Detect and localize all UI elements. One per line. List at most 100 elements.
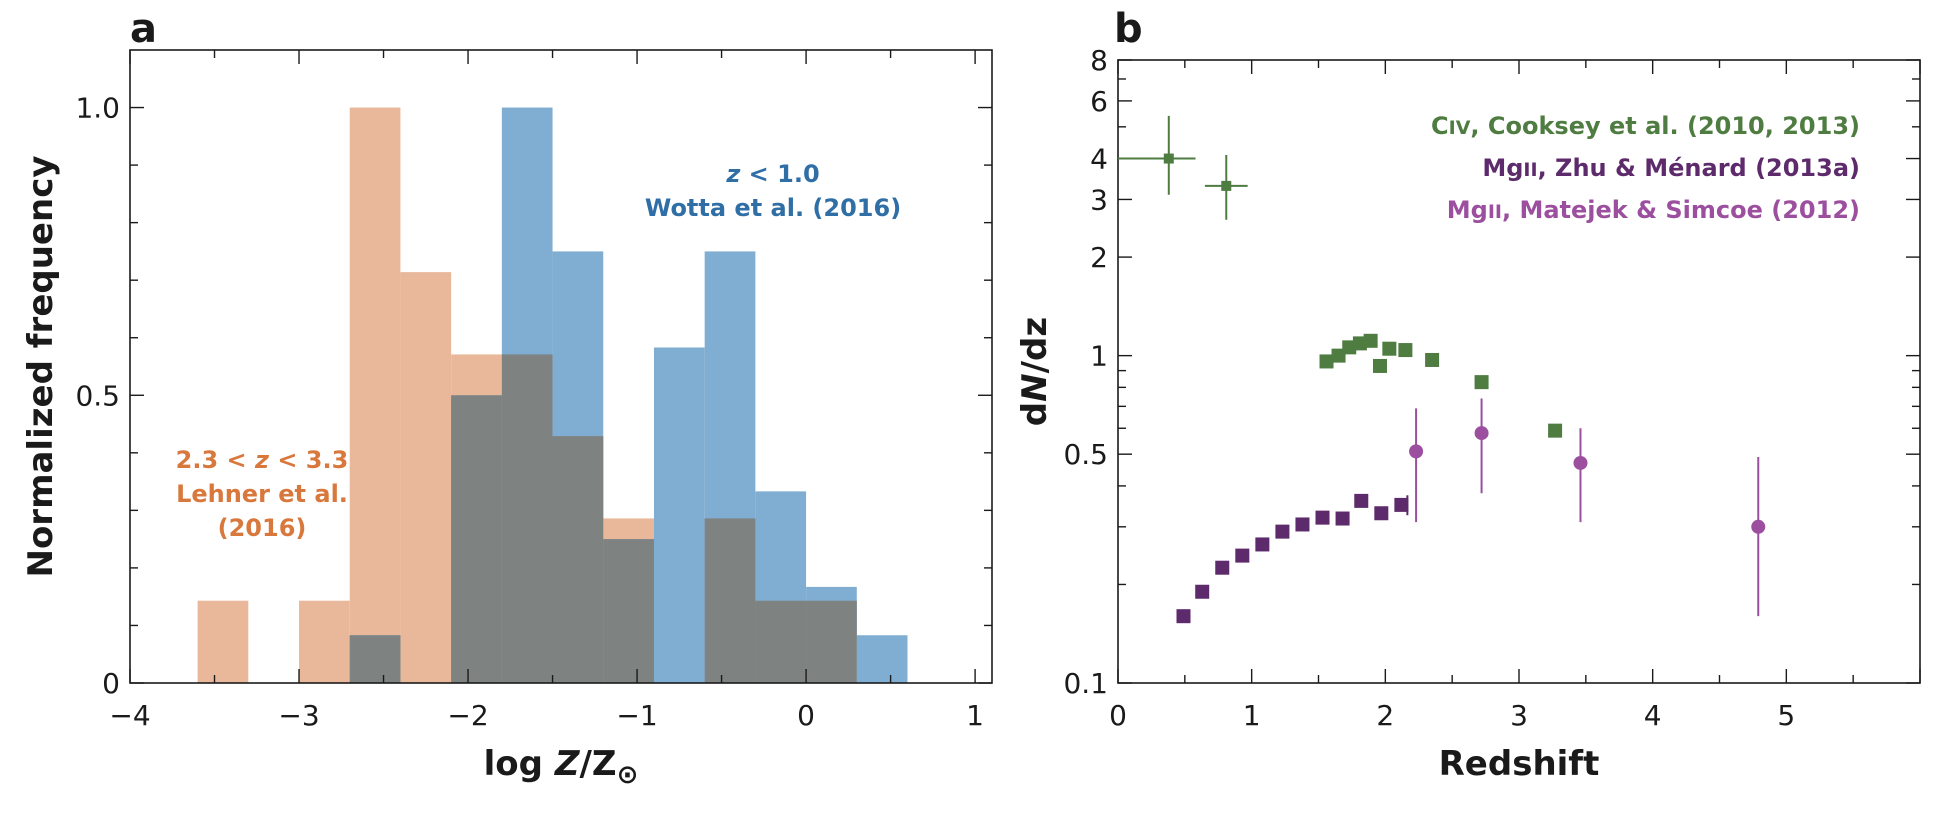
point-0-7 bbox=[1398, 343, 1413, 358]
bar-overlap-1 bbox=[451, 395, 502, 683]
y-tick-label-b: 3 bbox=[1090, 183, 1108, 216]
legend-rest-2: , Matejek & Simcoe (2012) bbox=[1502, 196, 1860, 224]
point-0-10 bbox=[1548, 423, 1563, 438]
legend-prefix-1: Mg bbox=[1482, 154, 1523, 182]
point-1-8 bbox=[1335, 511, 1350, 526]
x-axis-title-a: log Z/Z⊙ bbox=[484, 744, 639, 790]
legend-rest-1: , Zhu & Ménard (2013a) bbox=[1538, 154, 1860, 182]
panel-a: −4 −3 −2 −1 0 1 0 0.5 1.0 log Z/Z⊙ Normalized freq… bbox=[21, 6, 993, 790]
y-title-dz: /dz bbox=[1015, 317, 1055, 374]
annot-lehner-1b: < 3.3 bbox=[269, 446, 348, 474]
x-tick-label-b: 3 bbox=[1510, 699, 1528, 732]
x-tick-label-a: −4 bbox=[109, 699, 150, 732]
bar-wotta-9 bbox=[856, 635, 908, 683]
y-tick-label-a: 0.5 bbox=[75, 379, 120, 412]
y-axis-title-a: Normalized frequency bbox=[21, 155, 61, 577]
point-0-0 bbox=[1319, 354, 1334, 369]
x-tick-label-a: −2 bbox=[447, 699, 488, 732]
point-1-4 bbox=[1255, 537, 1270, 552]
legend-prefix-2: Mg bbox=[1447, 196, 1488, 224]
x-axis-title-b: Redshift bbox=[1439, 744, 1600, 784]
x-tick-label-a: −3 bbox=[278, 699, 319, 732]
y-tick-label-b: 0.1 bbox=[1063, 667, 1108, 700]
series-0 bbox=[1118, 115, 1563, 438]
annotation-wotta: z < 1.0 Wotta et al. (2016) bbox=[645, 160, 901, 222]
point-0-3 bbox=[1352, 336, 1367, 351]
plot-frame-a bbox=[129, 49, 993, 684]
x-title-zsun: /Z bbox=[579, 744, 616, 784]
point-2-2 bbox=[1573, 455, 1588, 470]
x-title-log: log bbox=[484, 744, 555, 784]
series-2 bbox=[1409, 398, 1766, 617]
point-0-1 bbox=[1331, 348, 1346, 363]
point-1-6 bbox=[1295, 517, 1310, 532]
point-1-0 bbox=[1176, 609, 1191, 624]
y-tick-label-b: 8 bbox=[1090, 44, 1108, 77]
y-tick-label-a: 0 bbox=[102, 667, 120, 700]
point-1-5 bbox=[1275, 524, 1290, 539]
bar-wotta-5 bbox=[653, 347, 705, 683]
x-tick-label-b: 4 bbox=[1644, 699, 1662, 732]
errpoint-0-0 bbox=[1163, 153, 1174, 164]
x-tick-label-a: 1 bbox=[966, 699, 984, 732]
bar-overlap-6 bbox=[755, 600, 807, 683]
annot-wotta-2: Wotta et al. (2016) bbox=[645, 194, 901, 222]
point-1-11 bbox=[1394, 497, 1409, 512]
y-title-d: d bbox=[1015, 402, 1055, 426]
legend-entry-0: CIV, Cooksey et al. (2010, 2013) bbox=[1431, 112, 1860, 140]
point-0-8 bbox=[1425, 352, 1440, 367]
annot-lehner-3: (2016) bbox=[218, 514, 307, 542]
bar-overlap-4 bbox=[603, 539, 654, 683]
bar-overlap-0 bbox=[349, 635, 401, 683]
y-tick-label-a: 1.0 bbox=[75, 92, 120, 125]
legend-ion-1: II bbox=[1523, 159, 1537, 181]
legend-prefix-0: C bbox=[1431, 112, 1449, 140]
legend-rest-0: , Cooksey et al. (2010, 2013) bbox=[1470, 112, 1860, 140]
point-1-9 bbox=[1354, 493, 1369, 508]
panel-label-b: b bbox=[1114, 6, 1143, 52]
bar-overlap-2 bbox=[501, 354, 553, 683]
y-axis-title-b: dN/dz bbox=[1015, 317, 1055, 426]
x-tick-label-b: 2 bbox=[1376, 699, 1394, 732]
point-2-1 bbox=[1474, 426, 1489, 441]
y-tick-label-b: 6 bbox=[1090, 85, 1108, 118]
bar-lehner-2 bbox=[349, 107, 401, 683]
x-tick-label-a: −1 bbox=[616, 699, 657, 732]
x-tick-label-b: 1 bbox=[1243, 699, 1261, 732]
annot-lehner-2: Lehner et al. bbox=[176, 480, 348, 508]
point-1-3 bbox=[1235, 548, 1250, 563]
legend-entry-1: MgII, Zhu & Ménard (2013a) bbox=[1482, 154, 1860, 182]
point-0-5 bbox=[1372, 358, 1387, 373]
series-1 bbox=[1176, 493, 1409, 624]
errpoint-0-1 bbox=[1221, 180, 1232, 191]
x-title-z: Z bbox=[554, 744, 581, 784]
legend-ion-2: II bbox=[1488, 201, 1502, 223]
x-tick-label-b: 5 bbox=[1777, 699, 1795, 732]
point-2-0 bbox=[1409, 444, 1424, 459]
point-0-2 bbox=[1342, 340, 1357, 355]
y-tick-label-b: 0.5 bbox=[1063, 438, 1108, 471]
panel-label-a: a bbox=[130, 6, 157, 52]
y-tick-label-b: 2 bbox=[1090, 241, 1108, 274]
panel-b: 0 1 2 3 4 5 0.1 0.5 1 2 3 4 6 8 Redshift dN/dz CIV, Cook… bbox=[1015, 6, 1921, 784]
annot-lehner-z: z bbox=[254, 446, 270, 474]
x-tick-label-b: 0 bbox=[1109, 699, 1127, 732]
point-1-1 bbox=[1195, 584, 1210, 599]
y-tick-label-b: 1 bbox=[1090, 340, 1108, 373]
annot-lehner-1a: 2.3 < bbox=[176, 446, 255, 474]
point-1-2 bbox=[1215, 560, 1230, 575]
point-1-7 bbox=[1315, 510, 1330, 525]
point-0-4 bbox=[1363, 333, 1378, 348]
point-2-3 bbox=[1751, 519, 1766, 534]
point-1-10 bbox=[1374, 506, 1389, 521]
x-tick-label-a: 0 bbox=[797, 699, 815, 732]
x-title-sun: ⊙ bbox=[617, 760, 639, 790]
bar-lehner-3 bbox=[400, 272, 452, 683]
point-0-6 bbox=[1382, 341, 1397, 356]
bar-overlap-7 bbox=[806, 600, 857, 683]
y-tick-label-b: 4 bbox=[1090, 143, 1108, 176]
legend-ion-0: IV bbox=[1449, 117, 1471, 139]
annot-wotta-1: < 1.0 bbox=[740, 160, 819, 188]
